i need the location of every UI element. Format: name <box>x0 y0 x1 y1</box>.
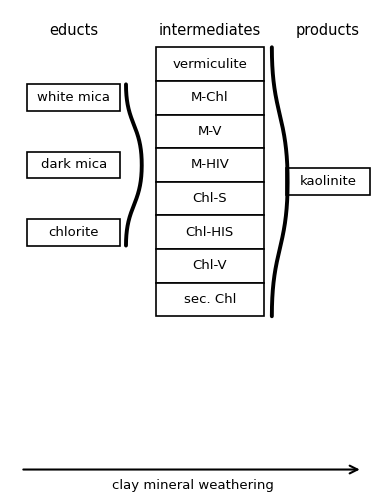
Text: vermiculite: vermiculite <box>172 58 247 70</box>
Text: sec. Chl: sec. Chl <box>184 293 236 306</box>
Text: intermediates: intermediates <box>159 23 261 38</box>
Text: products: products <box>296 23 360 38</box>
Bar <box>156 81 264 114</box>
Text: Chl-HIS: Chl-HIS <box>186 226 234 238</box>
Text: M-HIV: M-HIV <box>190 158 229 172</box>
Text: white mica: white mica <box>37 91 110 104</box>
Bar <box>156 114 264 148</box>
Text: Chl-V: Chl-V <box>193 260 227 272</box>
Bar <box>156 148 264 182</box>
Text: dark mica: dark mica <box>41 158 107 172</box>
Bar <box>156 249 264 282</box>
Bar <box>27 219 120 246</box>
Text: chlorite: chlorite <box>49 226 99 238</box>
Bar <box>27 84 120 111</box>
Bar <box>156 216 264 249</box>
Bar <box>27 152 120 178</box>
Text: M-Chl: M-Chl <box>191 91 229 104</box>
Bar <box>156 48 264 81</box>
Bar <box>156 182 264 216</box>
Text: clay mineral weathering: clay mineral weathering <box>112 479 274 492</box>
Text: educts: educts <box>49 23 98 38</box>
Bar <box>156 282 264 316</box>
Text: kaolinite: kaolinite <box>300 176 357 188</box>
Bar <box>286 168 371 195</box>
Text: M-V: M-V <box>198 125 222 138</box>
Text: Chl-S: Chl-S <box>193 192 227 205</box>
